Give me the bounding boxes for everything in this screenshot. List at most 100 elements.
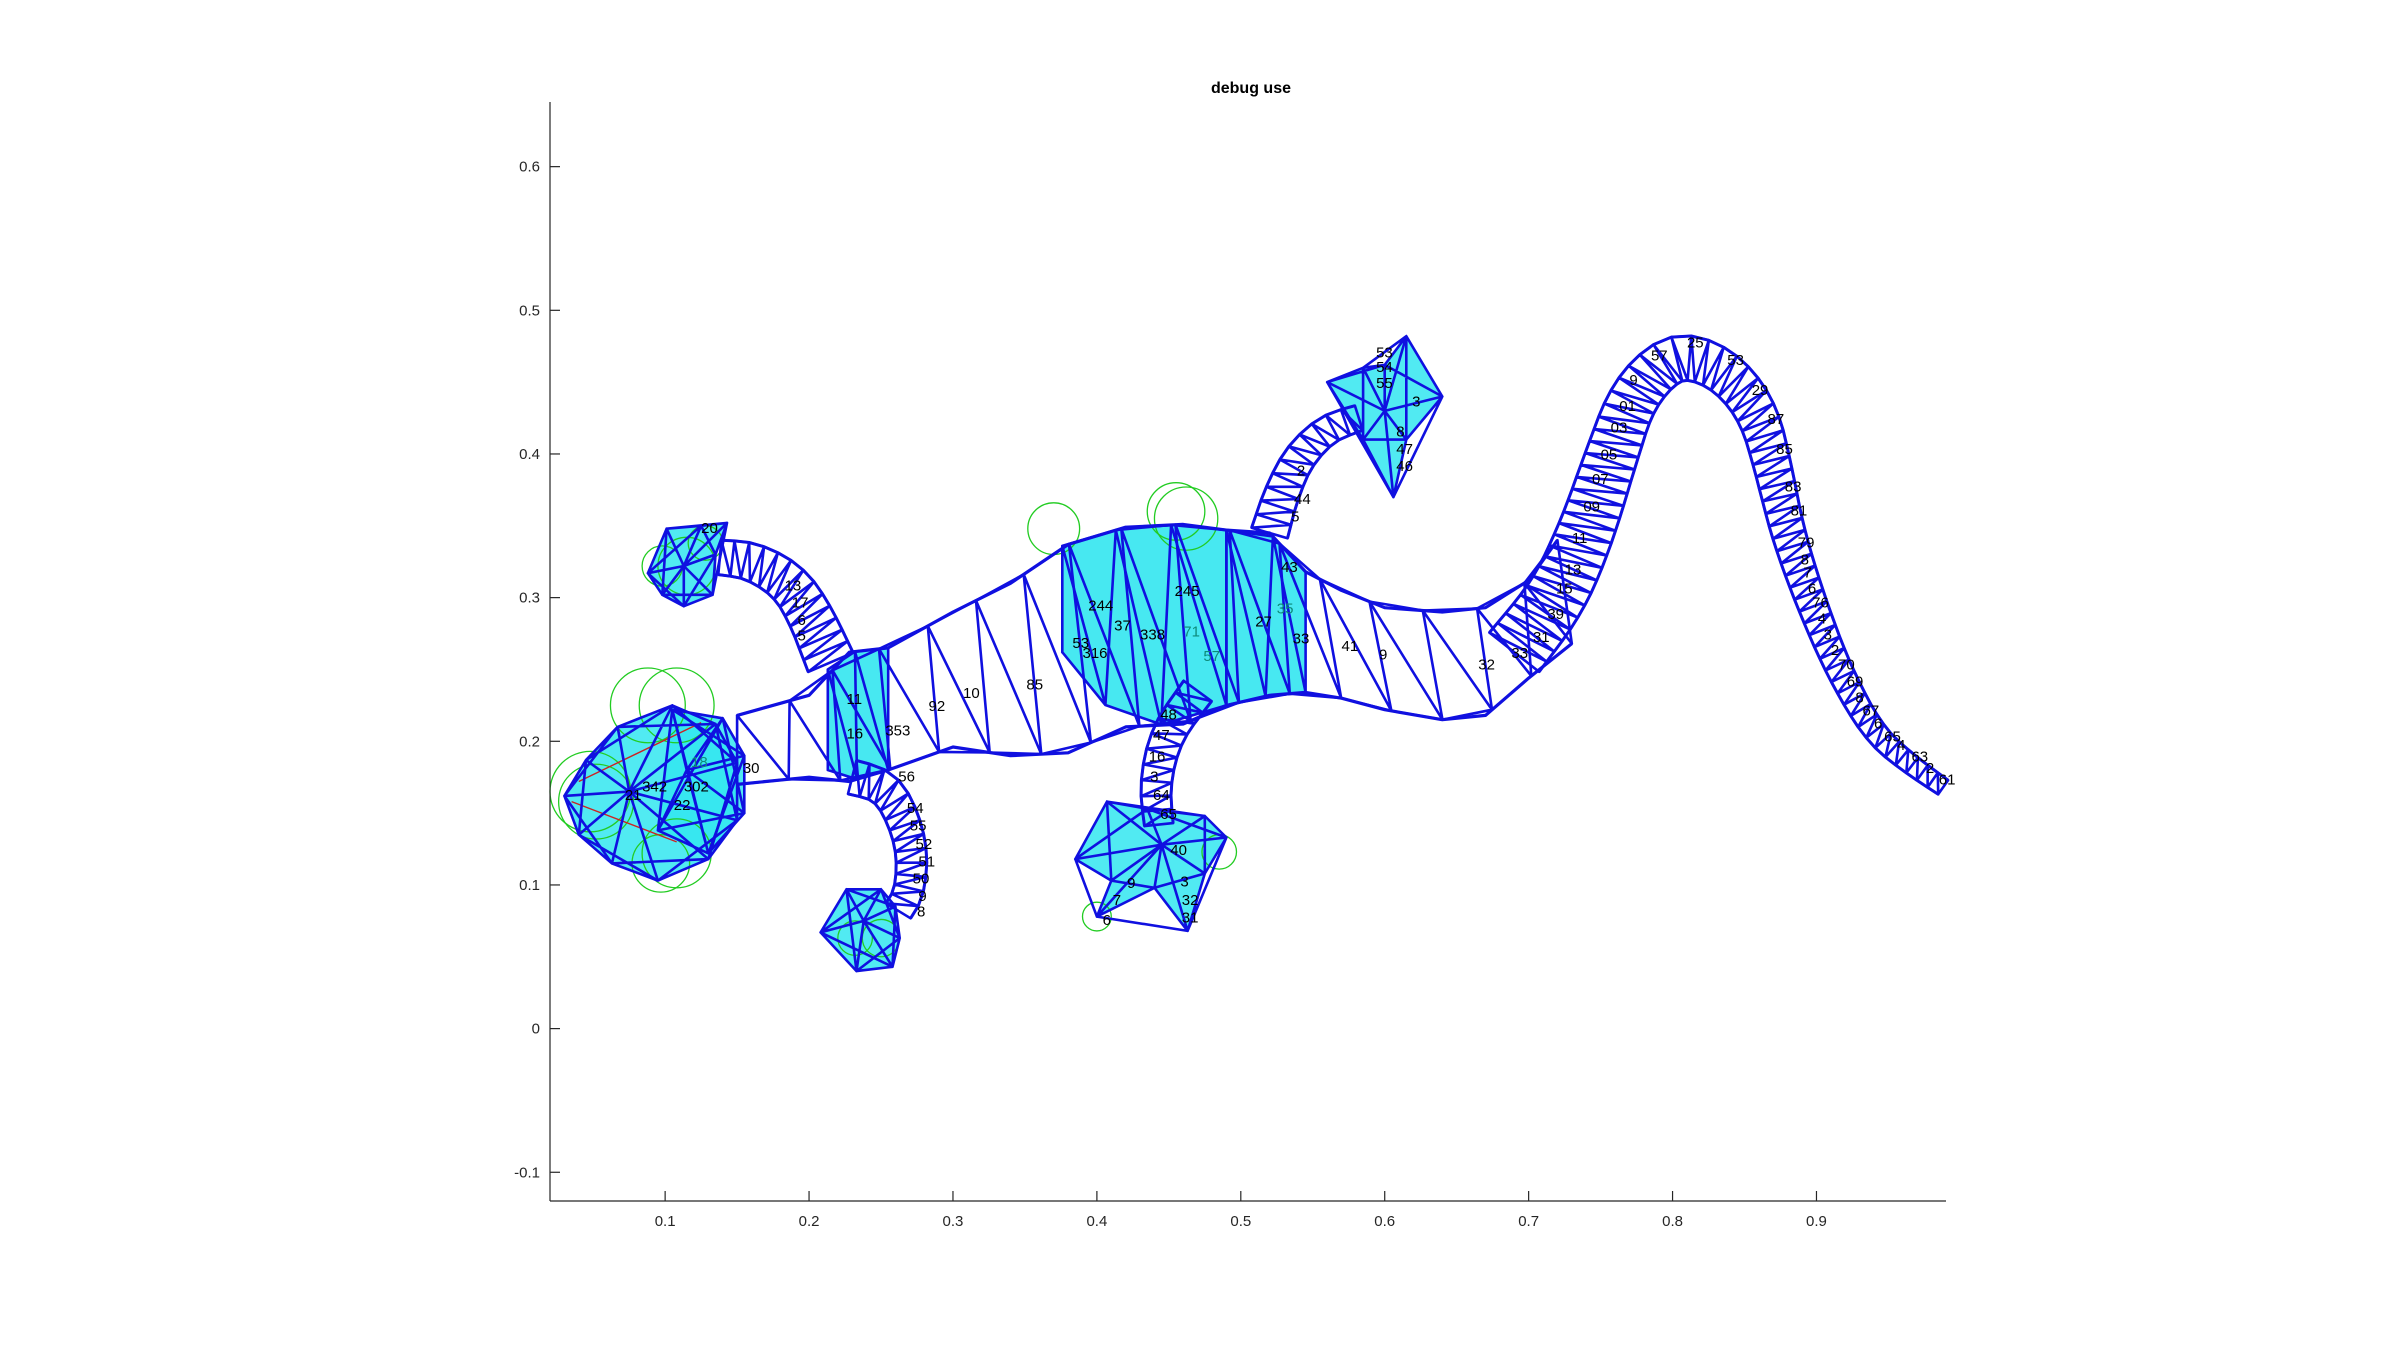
x-axis-ticks: 0.1 0.2 0.3 0.4 0.5 0.6 0.7 0.8 0.9 [655, 1191, 1827, 1230]
vertex-label: 31 [1182, 909, 1199, 926]
vertex-label: 2 [1926, 760, 1934, 777]
x-tick-label: 0.6 [1374, 1213, 1395, 1230]
vertex-label: 57 [1651, 348, 1668, 365]
vertex-label: 25 [1687, 335, 1704, 352]
vertex-label: 302 [684, 779, 709, 796]
vertex-label: 338 [1140, 626, 1165, 643]
vertex-label: 13 [785, 577, 802, 594]
vertex-label: 70 [1838, 656, 1855, 673]
x-tick-label: 0.5 [1230, 1213, 1251, 1230]
y-tick-label: 0.4 [519, 446, 540, 463]
vertex-label: 22 [674, 797, 691, 814]
vertex-label: 15 [1556, 580, 1573, 597]
vertex-label: 64 [1153, 787, 1170, 804]
vertex-label: 85 [1026, 677, 1043, 694]
vertex-label: 65 [1160, 806, 1177, 823]
vertex-label: 16 [1149, 748, 1166, 765]
leg-front-lower-mesh-lower-boundary [847, 792, 898, 905]
vertex-label: 55 [910, 817, 927, 834]
x-tick-label: 0.9 [1806, 1213, 1827, 1230]
vertex-label: 53 [1727, 352, 1744, 369]
y-tick-label: 0.6 [519, 159, 540, 176]
vertex-label: 47 [1396, 441, 1413, 458]
vertex-label: 30 [743, 760, 760, 777]
vertex-label: 31 [1533, 629, 1550, 646]
head-circle-1 [609, 667, 686, 744]
head-mesh [563, 704, 739, 882]
vertex-label: 4 [1897, 737, 1905, 754]
vertex-label: 46 [1396, 458, 1413, 475]
vertex-label: 8 [1855, 689, 1863, 706]
arm-rear-upper-mesh-upper-boundary [1250, 404, 1356, 529]
vertex-label: 6 [1808, 580, 1816, 597]
vertex-label: 4 [1818, 610, 1826, 627]
vertex-label: 9 [918, 888, 926, 905]
mesh-edge-layer [563, 334, 1950, 973]
vertex-label: 61 [1939, 771, 1956, 788]
vertex-label: 9 [1127, 875, 1135, 892]
vertex-label: 8 [1396, 424, 1404, 441]
vertex-label: 2 [1831, 642, 1839, 659]
x-tick-label: 0.1 [655, 1213, 676, 1230]
vertex-label: 33 [1293, 631, 1310, 648]
foot-front-lower-mesh-fill [820, 889, 900, 972]
vertex-label: 41 [1342, 638, 1359, 655]
vertex-label: 63 [1911, 748, 1928, 765]
vertex-label: 47 [1153, 727, 1170, 744]
vertex-label: 53 [1376, 345, 1393, 362]
x-tick-label: 0.2 [799, 1213, 820, 1230]
vertex-label: 56 [898, 769, 915, 786]
vertex-label: 39 [1547, 606, 1564, 623]
vertex-label: 53 [1072, 635, 1089, 652]
vertex-label: 50 [913, 871, 930, 888]
vertex-label: 7 [1804, 565, 1812, 582]
vertex-label: 10 [963, 685, 980, 702]
vertex-label: 55 [1376, 375, 1393, 392]
vertex-label: 6 [1103, 912, 1111, 929]
y-axis-ticks: -0.1 0 0.1 0.2 0.3 0.4 0.5 0.6 [514, 159, 560, 1181]
vertex-label: 81 [1791, 503, 1808, 520]
vertex-label: 6 [798, 612, 806, 629]
vertex-label: 16 [846, 725, 863, 742]
vertex-label: 8 [917, 904, 925, 921]
vertex-label: 83 [1785, 478, 1802, 495]
vertex-label: 6 [1874, 715, 1882, 732]
x-tick-label: 0.7 [1518, 1213, 1539, 1230]
vertex-label: 3 [1180, 873, 1188, 890]
vertex-label: 244 [1088, 598, 1113, 615]
leg-front-lower-mesh-upper-boundary [856, 759, 929, 920]
y-tick-label: 0 [532, 1021, 540, 1038]
foot-rear-upper-mesh [1325, 334, 1444, 499]
tail-mesh-upper-boundary [1488, 334, 1949, 782]
vertex-label: 33 [1511, 645, 1528, 662]
vertex-label: 67 [1863, 702, 1880, 719]
head-constraint-lines [571, 721, 702, 843]
vertex-label: 11 [1572, 530, 1588, 547]
foot-rear-lower-circle-2 [1081, 901, 1112, 932]
x-tick-label: 0.4 [1086, 1213, 1107, 1230]
y-tick-label: 0.3 [519, 590, 540, 607]
vertex-label: 353 [885, 723, 910, 740]
vertex-label: 11 [846, 691, 862, 708]
vertex-label: 54 [907, 800, 924, 817]
vertex-label: 29 [1752, 382, 1769, 399]
axes [549, 102, 1946, 1202]
vertex-label: 48 [1160, 707, 1177, 724]
vertex-label: 245 [1175, 583, 1200, 600]
foot-rear-lower-mesh [1074, 800, 1228, 933]
tail-mesh-lower-boundary [1537, 378, 1940, 796]
x-tick-label: 0.8 [1662, 1213, 1683, 1230]
body-circle-3 [1153, 486, 1219, 551]
arm-rear-upper-mesh-lower-boundary [1286, 428, 1364, 539]
vertex-label: 52 [916, 836, 933, 853]
arm-front-left-mesh-lower-boundary [721, 538, 855, 654]
vertex-label: 69 [1847, 674, 1864, 691]
vertex-label: 43 [1281, 559, 1298, 576]
vertex-label: 85 [1776, 441, 1793, 458]
arm-front-left-mesh-upper-boundary [718, 573, 810, 673]
vertex-label: 5 [798, 628, 806, 645]
vertex-label: 32 [1478, 656, 1495, 673]
y-tick-label: -0.1 [514, 1164, 540, 1181]
vertex-label: 17 [792, 595, 809, 612]
